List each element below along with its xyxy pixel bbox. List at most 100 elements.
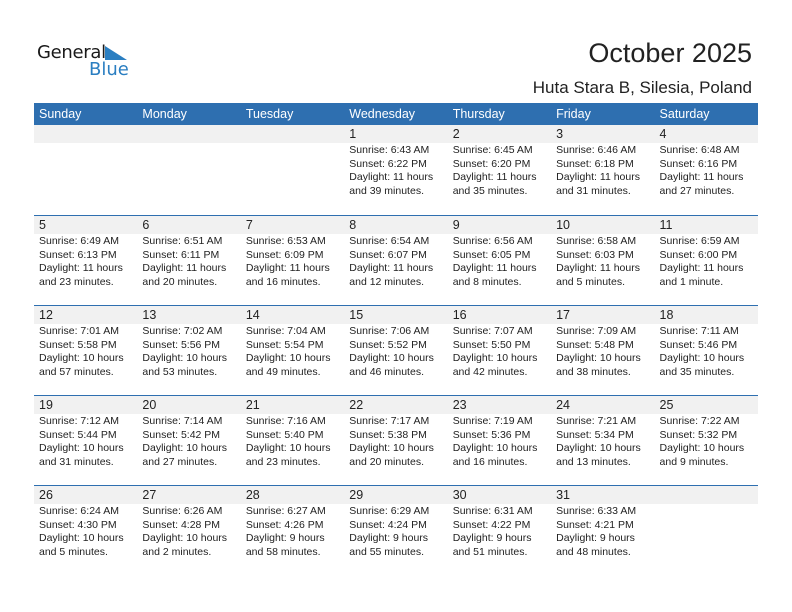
day-cell: 29 Sunrise: 6:29 AM Sunset: 4:24 PM Dayligh… [344,486,447,559]
daylight-text: Daylight: 10 hours [556,442,641,454]
sunrise-text: Sunrise: 7:14 AM [142,415,223,427]
daylight-text: Daylight: 10 hours [556,352,641,364]
day-number: 7 [245,218,253,232]
day-number: 22 [349,398,364,412]
sunrise-text: Sunrise: 6:59 AM [659,235,740,247]
daylight-text: and 5 minutes. [39,545,108,558]
weekday-thursday: Thursday [452,107,505,121]
daylight-text: and 42 minutes. [452,365,528,378]
logo-word-general: General [37,42,106,63]
daylight-text: Daylight: 10 hours [245,352,331,364]
sun-info: Sunrise: 6:54 AM Sunset: 6:07 PM Daylight:… [349,235,447,289]
weekday-sunday: Sunday [39,107,82,121]
daylight-text: and 12 minutes. [349,275,424,288]
daylight-text: Daylight: 9 hours [556,532,635,544]
sunset-text: Sunset: 6:07 PM [349,248,427,261]
sun-info: Sunrise: 7:19 AM Sunset: 5:36 PM Daylight:… [453,415,551,469]
sunset-text: Sunset: 4:24 PM [349,518,427,531]
sunset-text: Sunset: 6:22 PM [349,157,427,170]
day-number: 24 [556,398,571,412]
daylight-text: and 46 minutes. [349,365,424,378]
day-number: 25 [659,398,674,412]
sun-info: Sunrise: 7:04 AM Sunset: 5:54 PM Daylight:… [246,325,344,379]
daylight-text: Daylight: 10 hours [452,352,538,364]
sunset-text: Sunset: 5:44 PM [39,428,117,441]
week-row: 12 Sunrise: 7:01 AM Sunset: 5:58 PM Dayligh… [34,305,758,395]
day-cell: 6 Sunrise: 6:51 AM Sunset: 6:11 PM Daylight… [137,216,240,289]
sunrise-text: Sunrise: 7:07 AM [452,325,533,337]
sun-info: Sunrise: 6:43 AM Sunset: 6:22 PM Daylight:… [349,144,447,198]
daylight-text: Daylight: 9 hours [452,532,532,544]
sun-info: Sunrise: 6:29 AM Sunset: 4:24 PM Daylight:… [349,505,447,559]
sun-info: Sunrise: 6:26 AM Sunset: 4:28 PM Daylight:… [142,505,240,559]
logo-triangle-icon [105,46,127,60]
sunrise-text: Sunrise: 6:48 AM [659,144,740,156]
sun-info: Sunrise: 7:11 AM Sunset: 5:46 PM Daylight:… [660,325,758,379]
sun-info: Sunrise: 7:17 AM Sunset: 5:38 PM Daylight:… [349,415,447,469]
day-cell: 1 Sunrise: 6:43 AM Sunset: 6:22 PM Daylight… [344,125,447,198]
sunset-text: Sunset: 5:54 PM [245,338,324,351]
day-number: 16 [452,308,467,322]
day-number: 8 [349,218,357,232]
sunrise-text: Sunrise: 7:16 AM [245,415,326,427]
day-cell: 2 Sunrise: 6:45 AM Sunset: 6:20 PM Daylight… [448,125,551,198]
daylight-text: Daylight: 11 hours [349,262,434,274]
sun-info: Sunrise: 6:51 AM Sunset: 6:11 PM Daylight:… [142,235,240,289]
sunrise-text: Sunrise: 6:49 AM [39,235,119,247]
day-cell: 13 Sunrise: 7:02 AM Sunset: 5:56 PM Dayligh… [137,306,240,379]
sunset-text: Sunset: 4:30 PM [39,518,117,531]
day-number: 11 [659,218,673,232]
day-number: 23 [452,398,467,412]
empty-cell [241,125,344,198]
sun-info: Sunrise: 6:53 AM Sunset: 6:09 PM Daylight:… [246,235,344,289]
daylight-text: and 20 minutes. [349,455,424,468]
sunrise-text: Sunrise: 7:06 AM [349,325,430,337]
day-cell: 12 Sunrise: 7:01 AM Sunset: 5:58 PM Dayligh… [34,306,137,379]
date-band [34,396,758,414]
day-cell: 21 Sunrise: 7:16 AM Sunset: 5:40 PM Dayligh… [241,396,344,469]
sunset-text: Sunset: 6:09 PM [245,248,324,261]
daylight-text: Daylight: 11 hours [452,171,537,183]
day-number: 19 [39,398,53,412]
day-cell: 24 Sunrise: 7:21 AM Sunset: 5:34 PM Dayligh… [551,396,654,469]
sunset-text: Sunset: 5:56 PM [142,338,221,351]
weekday-saturday: Saturday [659,107,710,121]
daylight-text: Daylight: 9 hours [349,532,429,544]
day-number: 30 [452,488,467,502]
sunset-text: Sunset: 4:28 PM [142,518,221,531]
day-number: 31 [556,488,571,502]
sunset-text: Sunset: 6:20 PM [452,157,531,170]
daylight-text: and 31 minutes. [39,455,114,468]
sunrise-text: Sunrise: 7:04 AM [245,325,326,337]
day-cell: 7 Sunrise: 6:53 AM Sunset: 6:09 PM Daylight… [241,216,344,289]
sunset-text: Sunset: 5:34 PM [556,428,634,441]
day-cell: 15 Sunrise: 7:06 AM Sunset: 5:52 PM Dayligh… [344,306,447,379]
sun-info: Sunrise: 6:58 AM Sunset: 6:03 PM Daylight:… [556,235,654,289]
daylight-text: Daylight: 11 hours [39,262,123,274]
day-number: 10 [556,218,571,232]
sunrise-text: Sunrise: 6:33 AM [556,505,637,517]
sun-info: Sunrise: 6:49 AM Sunset: 6:13 PM Daylight:… [39,235,137,289]
daylight-text: Daylight: 11 hours [556,171,640,183]
daylight-text: and 16 minutes. [245,275,321,288]
daylight-text: Daylight: 10 hours [142,442,228,454]
sunset-text: Sunset: 5:38 PM [349,428,427,441]
empty-cell [655,486,758,559]
sun-info: Sunrise: 7:02 AM Sunset: 5:56 PM Daylight:… [142,325,240,379]
sunset-text: Sunset: 6:00 PM [659,248,738,261]
sunrise-text: Sunrise: 7:21 AM [556,415,637,427]
sun-info: Sunrise: 7:21 AM Sunset: 5:34 PM Daylight:… [556,415,654,469]
sunset-text: Sunset: 6:03 PM [556,248,634,261]
day-cell: 17 Sunrise: 7:09 AM Sunset: 5:48 PM Dayligh… [551,306,654,379]
sunset-text: Sunset: 5:42 PM [142,428,221,441]
date-band [34,486,758,504]
day-cell: 18 Sunrise: 7:11 AM Sunset: 5:46 PM Dayligh… [655,306,758,379]
daylight-text: and 16 minutes. [452,455,528,468]
sunset-text: Sunset: 6:16 PM [659,157,738,170]
day-number: 26 [39,488,53,502]
calendar: Sunday Monday Tuesday Wednesday Thursday Frid… [34,103,758,575]
day-cell: 22 Sunrise: 7:17 AM Sunset: 5:38 PM Dayligh… [344,396,447,469]
sunrise-text: Sunrise: 6:58 AM [556,235,637,247]
sunset-text: Sunset: 5:50 PM [452,338,531,351]
daylight-text: and 49 minutes. [245,365,321,378]
